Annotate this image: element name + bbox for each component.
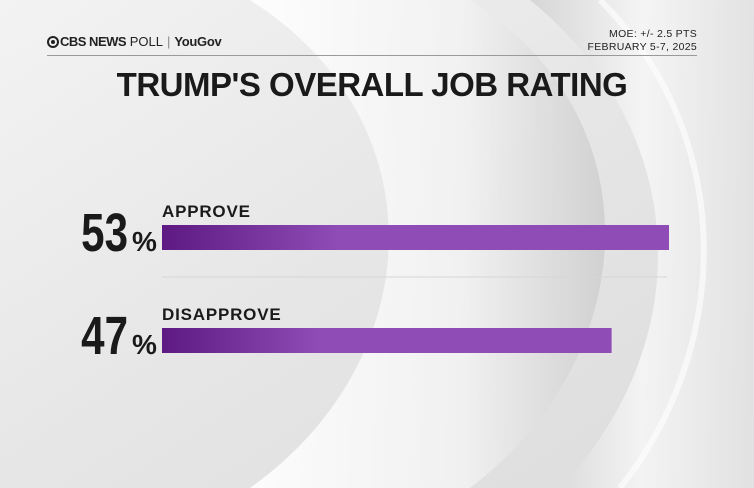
margin-of-error: MOE: +/- 2.5 PTS	[609, 28, 697, 40]
header-divider	[47, 55, 697, 56]
separator: |	[166, 34, 171, 49]
bar-label-approve: APPROVE	[162, 202, 251, 221]
bar-label-disapprove: DISAPPROVE	[162, 305, 281, 324]
value-label-approve: 53	[81, 203, 128, 263]
poll-label: POLL	[129, 34, 163, 49]
percent-sign-approve: %	[132, 226, 157, 257]
bar-disapprove	[162, 328, 612, 353]
poll-meta: MOE: +/- 2.5 PTS FEBRUARY 5-7, 2025	[588, 28, 697, 54]
cbs-eye-icon	[47, 36, 59, 48]
yougov-logo: YouGov	[174, 34, 222, 49]
value-label-disapprove: 47	[81, 306, 128, 366]
bar-approve	[162, 225, 669, 250]
header: CBS NEWS POLL | YouGov MOE: +/- 2.5 PTS FE…	[47, 28, 697, 54]
poll-dates: FEBRUARY 5-7, 2025	[587, 41, 697, 53]
cbs-news-poll-logo: CBS NEWS POLL | YouGov	[47, 34, 222, 49]
chart-title: TRUMP'S OVERALL JOB RATING	[116, 66, 628, 103]
brand-name: CBS NEWS	[60, 34, 127, 49]
percent-sign-disapprove: %	[132, 329, 157, 360]
